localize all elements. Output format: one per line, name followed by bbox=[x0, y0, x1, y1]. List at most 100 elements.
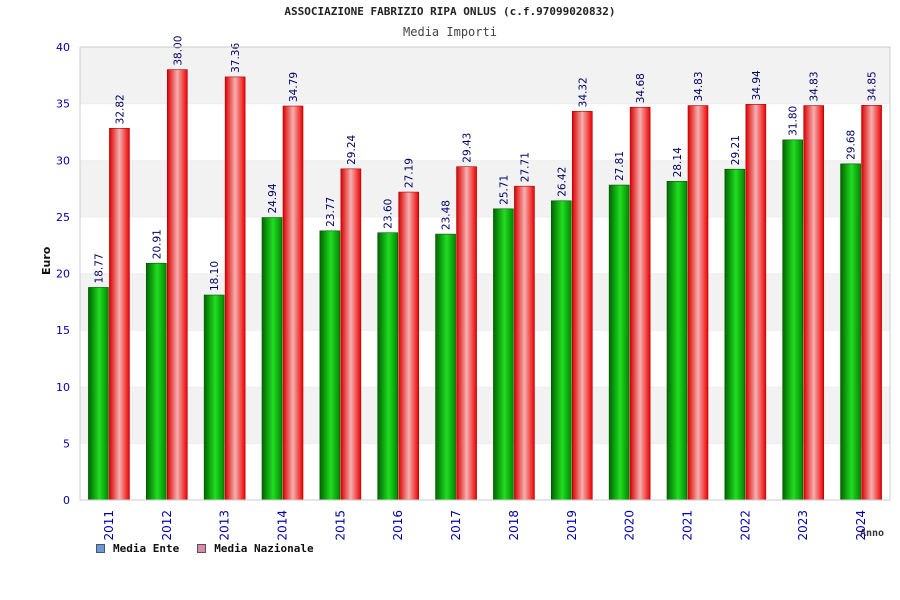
grid-band bbox=[80, 386, 890, 444]
x-tick-label: 2018 bbox=[507, 510, 521, 541]
x-tick-label: 2020 bbox=[623, 510, 637, 541]
y-axis-ticks: 0 5 10 15 20 25 30 35 40 bbox=[56, 41, 70, 507]
value-label: 34.68 bbox=[635, 73, 647, 103]
value-label: 24.94 bbox=[267, 183, 279, 213]
x-tick-label: 2011 bbox=[102, 510, 116, 541]
value-label: 34.83 bbox=[693, 71, 705, 101]
bar-media-nazionale bbox=[109, 128, 130, 501]
value-label: 28.14 bbox=[672, 147, 684, 177]
y-tick-label: 30 bbox=[56, 154, 70, 167]
x-tick-label: 2014 bbox=[276, 510, 290, 541]
bar-media-ente bbox=[319, 230, 341, 501]
value-label: 27.81 bbox=[614, 151, 626, 181]
legend: Media Ente Media Nazionale bbox=[96, 542, 314, 555]
value-label: 34.79 bbox=[288, 72, 300, 102]
bar-media-nazionale bbox=[571, 111, 593, 501]
value-label: 18.77 bbox=[93, 253, 105, 283]
bar-media-ente bbox=[724, 168, 746, 501]
bar-media-ente bbox=[88, 287, 109, 501]
bar-media-nazionale bbox=[340, 168, 362, 501]
grid-bands bbox=[80, 46, 890, 500]
bar-media-ente bbox=[608, 184, 630, 501]
bar-media-nazionale bbox=[224, 76, 246, 501]
bar-media-ente bbox=[261, 217, 283, 501]
y-tick-label: 0 bbox=[63, 494, 70, 507]
grid-band bbox=[80, 216, 890, 274]
legend-item-media-nazionale: Media Nazionale bbox=[197, 542, 314, 555]
bar-media-nazionale bbox=[803, 105, 825, 501]
value-label: 38.00 bbox=[172, 36, 184, 66]
value-label: 23.60 bbox=[383, 199, 395, 229]
value-label: 29.68 bbox=[846, 130, 858, 160]
grid-band bbox=[80, 160, 890, 217]
legend-label: Media Ente bbox=[113, 542, 180, 555]
plot-frame bbox=[79, 46, 891, 501]
x-tick-label: 2016 bbox=[391, 510, 405, 541]
value-labels: 18.77 32.82 20.91 38.00 18.10 37.36 24.94 34.79… bbox=[93, 36, 878, 291]
bar-media-nazionale bbox=[166, 69, 188, 501]
x-tick-label: 2013 bbox=[218, 510, 232, 541]
legend-swatch bbox=[96, 544, 105, 553]
bar-media-ente bbox=[493, 208, 514, 501]
value-label: 29.21 bbox=[730, 135, 742, 165]
y-tick-label: 25 bbox=[56, 211, 70, 224]
bar-media-ente bbox=[782, 139, 804, 501]
bar-media-ente bbox=[435, 233, 456, 501]
x-axis-label: Anno bbox=[860, 528, 885, 539]
bars-group bbox=[88, 69, 882, 501]
bar-media-ente bbox=[377, 232, 399, 501]
x-tick-label: 2024 bbox=[854, 510, 868, 541]
grid-band bbox=[80, 443, 890, 500]
bar-media-nazionale bbox=[398, 191, 420, 501]
value-label: 34.83 bbox=[809, 71, 821, 101]
value-label: 29.24 bbox=[346, 134, 358, 164]
bar-media-nazionale bbox=[456, 166, 477, 501]
value-label: 34.94 bbox=[751, 70, 763, 100]
legend-item-media-ente: Media Ente bbox=[96, 542, 179, 555]
value-label: 32.82 bbox=[114, 94, 126, 124]
value-label: 34.32 bbox=[577, 77, 589, 107]
grid-band bbox=[80, 47, 890, 104]
y-tick-label: 10 bbox=[56, 381, 70, 394]
x-tick-label: 2023 bbox=[796, 510, 810, 541]
value-label: 29.43 bbox=[462, 133, 474, 163]
grid-band bbox=[80, 103, 890, 161]
bar-media-nazionale bbox=[745, 104, 767, 501]
bar-media-nazionale bbox=[861, 105, 882, 501]
value-label: 27.19 bbox=[404, 158, 416, 188]
bar-media-ente bbox=[666, 181, 688, 501]
value-label: 26.42 bbox=[556, 167, 568, 197]
value-label: 25.71 bbox=[498, 175, 510, 205]
x-tick-label: 2015 bbox=[333, 510, 347, 541]
grid-band bbox=[80, 330, 890, 387]
x-tick-label: 2019 bbox=[565, 510, 579, 541]
x-tick-label: 2017 bbox=[449, 510, 463, 541]
value-label: 37.36 bbox=[230, 43, 242, 73]
bar-media-ente bbox=[840, 163, 861, 501]
value-label: 20.91 bbox=[151, 229, 163, 259]
bar-media-nazionale bbox=[629, 106, 651, 501]
legend-swatch bbox=[197, 544, 207, 553]
value-label: 27.71 bbox=[519, 152, 531, 182]
y-tick-label: 15 bbox=[56, 324, 70, 337]
bar-media-ente bbox=[203, 294, 225, 501]
y-tick-label: 5 bbox=[63, 437, 70, 450]
y-tick-label: 35 bbox=[56, 98, 70, 111]
x-tick-label: 2022 bbox=[738, 510, 752, 541]
value-label: 31.80 bbox=[788, 106, 800, 136]
value-label: 23.48 bbox=[441, 200, 453, 230]
x-tick-label: 2012 bbox=[160, 510, 174, 541]
bar-media-nazionale bbox=[687, 105, 709, 501]
chart-subtitle: Media Importi bbox=[403, 25, 497, 39]
x-tick-label: 2021 bbox=[681, 510, 695, 541]
bar-media-nazionale bbox=[282, 105, 304, 501]
y-tick-label: 40 bbox=[56, 41, 70, 54]
legend-label: Media Nazionale bbox=[214, 542, 314, 555]
value-label: 34.85 bbox=[867, 71, 879, 101]
bar-media-ente bbox=[550, 200, 572, 501]
chart-title: ASSOCIAZIONE FABRIZIO RIPA ONLUS (c.f.97… bbox=[284, 5, 616, 18]
y-tick-label: 20 bbox=[56, 268, 70, 281]
x-axis-ticks: 2011 2012 2013 2014 2015 2016 2017 2018 2019 2020… bbox=[102, 510, 868, 541]
value-label: 23.77 bbox=[325, 197, 337, 227]
